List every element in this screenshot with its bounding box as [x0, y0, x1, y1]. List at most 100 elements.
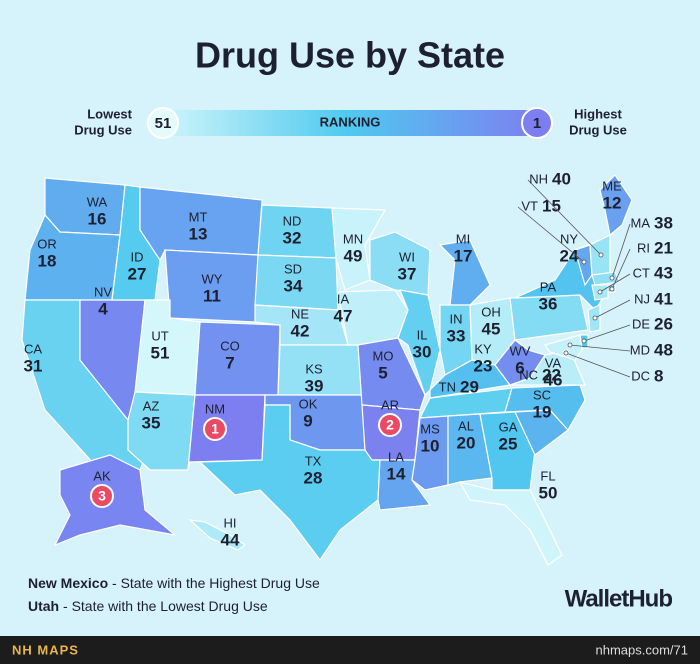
state-abbr: SD [284, 261, 302, 276]
state-rank: 48 [654, 340, 673, 359]
state-rank: 15 [542, 196, 561, 215]
state-rank: 46 [544, 370, 563, 389]
leader-dot [563, 350, 569, 356]
footer-bar [0, 636, 700, 664]
state-abbr: VT [521, 198, 538, 213]
state-abbr: HI [224, 515, 237, 530]
state [458, 481, 563, 566]
state [187, 394, 266, 471]
leader-line [599, 273, 631, 293]
state-abbr: RI [637, 240, 650, 255]
leader-line [583, 324, 631, 342]
state-rank: 32 [283, 228, 302, 247]
state-abbr: TX [305, 453, 322, 468]
state-abbr: ME [602, 178, 622, 193]
leader-line [594, 299, 631, 319]
state-rank: 38 [654, 213, 673, 232]
state-rank: 43 [654, 263, 673, 282]
state-abbr: NH [529, 171, 548, 186]
legend-center: RANKING [320, 114, 381, 129]
state-rank: 10 [421, 436, 440, 455]
footer-left: NH MAPS [12, 642, 79, 657]
legend: RANKING 51 1 Lowest Drug Use Highest Dru… [74, 106, 627, 139]
state-abbr: PA [540, 279, 557, 294]
state-abbr: MD [630, 342, 650, 357]
leader-line [569, 344, 631, 352]
state-abbr: FL [540, 468, 555, 483]
state-rank: 17 [454, 246, 473, 265]
state-rank: 24 [560, 246, 579, 265]
state-rank: 31 [24, 356, 43, 375]
state-rank: 34 [284, 276, 303, 295]
title: Drug Use by State [195, 35, 505, 76]
brand: WalletHub [565, 585, 673, 612]
state [198, 404, 381, 562]
state-rank: 35 [142, 413, 161, 432]
state-abbr: DE [632, 316, 650, 331]
note: Utah - State with the Lowest Drug Use [28, 598, 268, 614]
state-abbr: WA [87, 194, 108, 209]
state-abbr: WV [510, 343, 531, 358]
legend-low-rank: 51 [155, 115, 172, 132]
state [188, 519, 247, 551]
state-rank: 42 [291, 321, 310, 340]
state [447, 413, 493, 486]
state-abbr: TN [439, 379, 456, 394]
legend-low-dot [147, 107, 179, 139]
state-abbr: UT [151, 328, 168, 343]
leader-line [611, 223, 631, 279]
state-rank: 33 [447, 326, 466, 345]
state-abbr: VA [545, 355, 562, 370]
state [127, 391, 196, 471]
state [504, 384, 586, 432]
state-rank: 37 [398, 264, 417, 283]
state-rank: 7 [225, 353, 234, 372]
rank-badge [90, 484, 114, 508]
state-abbr: AR [381, 397, 399, 412]
leader-dot [597, 289, 603, 295]
state-abbr: WY [202, 271, 223, 286]
state-rank: 50 [539, 483, 558, 502]
state-abbr: SC [533, 387, 551, 402]
state-abbr: LA [388, 449, 404, 464]
state-rank: 4 [98, 299, 108, 318]
state-rank: 45 [482, 319, 501, 338]
legend-low-label: Drug Use [74, 122, 132, 137]
state-abbr: OR [37, 236, 57, 251]
state-rank: 13 [189, 224, 208, 243]
state-rank: 49 [344, 246, 363, 265]
state-abbr: CT [633, 265, 650, 280]
state [397, 289, 441, 397]
state-abbr: MA [631, 215, 651, 230]
state-abbr: AK [93, 468, 111, 483]
note-text: - State with the Lowest Drug Use [59, 598, 268, 614]
legend-high-label: Highest [574, 106, 622, 121]
state-abbr: AL [458, 418, 474, 433]
state-abbr: IL [417, 327, 428, 342]
state-rank: 20 [457, 433, 476, 452]
state-rank: 11 [203, 286, 221, 305]
state-rank: 29 [460, 377, 479, 396]
state-abbr: NE [291, 306, 309, 321]
state-rank: 12 [603, 193, 622, 212]
state-abbr: MT [189, 209, 208, 224]
state-abbr: MO [373, 348, 394, 363]
state-rank: 2 [386, 417, 394, 433]
state [194, 321, 281, 396]
note: New Mexico - State with the Highest Drug… [28, 575, 320, 591]
leader-line [565, 352, 631, 378]
state-rank: 28 [304, 468, 323, 487]
state-rank: 22 [542, 365, 561, 384]
state-rank: 39 [305, 376, 324, 395]
leader-line [611, 248, 631, 290]
map: WA16OR18CA31NV4ID27MT13WY11UT51AZ35CO7NM… [21, 169, 673, 566]
state-abbr: ID [131, 249, 144, 264]
state-abbr: OH [481, 304, 501, 319]
state-abbr: NJ [634, 291, 650, 306]
state-rank: 44 [221, 530, 240, 549]
leader-dot [592, 315, 598, 321]
state-rank: 3 [98, 488, 106, 504]
state-rank: 41 [654, 289, 673, 308]
note-state: Utah [28, 598, 59, 614]
